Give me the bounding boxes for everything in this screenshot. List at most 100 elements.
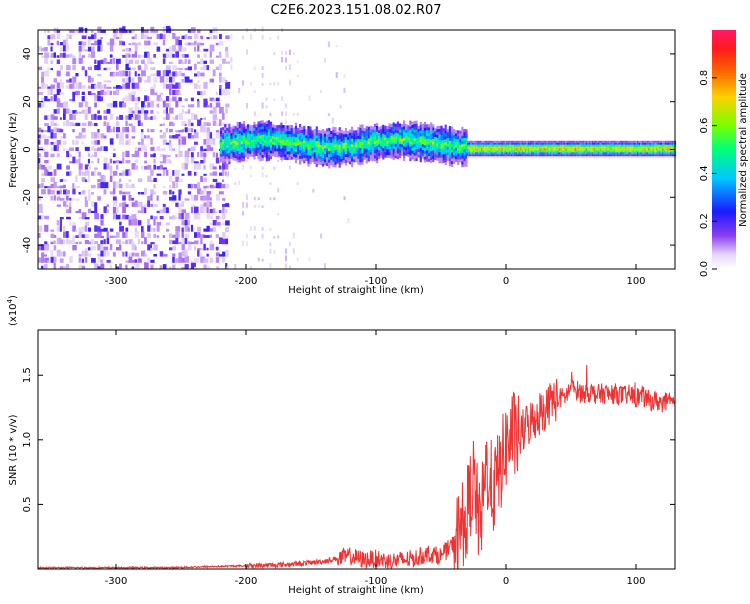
spectrogram-cell bbox=[206, 105, 210, 108]
spectrogram-cell bbox=[144, 207, 147, 214]
spectrogram-cell bbox=[584, 154, 586, 157]
spectrogram-cell bbox=[307, 126, 310, 130]
spectrogram-cell bbox=[81, 265, 86, 269]
spectrogram-cell bbox=[134, 246, 137, 251]
spectrogram-cell bbox=[91, 185, 96, 189]
spectrogram-cell bbox=[463, 151, 466, 156]
spectrogram-cell bbox=[507, 140, 510, 143]
spectrogram-cell bbox=[467, 140, 469, 143]
spectrogram-cell bbox=[249, 265, 252, 269]
spectrogram-cell bbox=[438, 145, 441, 149]
spectrogram-cell bbox=[278, 150, 281, 154]
snr-x-tick-label: 0 bbox=[503, 576, 509, 587]
spectrogram-cell bbox=[112, 160, 116, 164]
spectrogram-cell bbox=[53, 127, 58, 133]
spectrogram-cell bbox=[476, 148, 478, 151]
spectrogram-cell bbox=[527, 146, 530, 149]
spectrogram-cell bbox=[432, 141, 435, 145]
spectrogram-cell bbox=[246, 202, 248, 208]
spectrogram-cell bbox=[230, 132, 233, 137]
spectrogram-cell bbox=[513, 148, 516, 151]
spectrogram-cell bbox=[649, 146, 652, 149]
spectrogram-cell bbox=[203, 157, 206, 164]
spectrogram-cell bbox=[153, 42, 158, 46]
spectrogram-cell bbox=[141, 226, 144, 232]
spectrogram-cell bbox=[554, 146, 556, 149]
spectrogram-cell bbox=[652, 154, 655, 157]
spectrogram-cell bbox=[242, 201, 245, 208]
spectrogram-cell bbox=[332, 146, 335, 151]
spectrogram-cell bbox=[119, 202, 123, 207]
spectrogram-cell bbox=[220, 159, 223, 163]
spectrogram-cell bbox=[361, 132, 364, 137]
spectrogram-cell bbox=[668, 146, 670, 149]
spectrogram-cell bbox=[50, 153, 55, 158]
spectrogram-cell bbox=[582, 148, 584, 151]
spectrogram-cell bbox=[405, 138, 408, 142]
spectrogram-cell bbox=[440, 154, 443, 158]
spectrogram-cell bbox=[277, 235, 280, 239]
spectrogram-cell bbox=[405, 126, 408, 130]
spectrogram-cell bbox=[240, 132, 243, 136]
spectrogram-cell bbox=[671, 154, 673, 157]
spectrogram-cell bbox=[181, 251, 186, 257]
spectrogram-cell bbox=[662, 146, 664, 149]
spectrogram-cell bbox=[328, 162, 331, 166]
spectrogram-cell bbox=[535, 150, 538, 153]
spectrogram-cell bbox=[299, 141, 302, 145]
spectrogram-cell bbox=[342, 154, 345, 158]
spectrogram-cell bbox=[534, 154, 536, 157]
spectrogram-cell bbox=[220, 133, 223, 137]
spectrogram-cell bbox=[444, 124, 447, 128]
spectrogram-cell bbox=[234, 137, 237, 141]
spectrogram-cell bbox=[403, 149, 406, 153]
spectrogram-cell bbox=[474, 140, 477, 143]
spectrogram-cell bbox=[144, 64, 148, 71]
spectrogram-cell bbox=[144, 95, 148, 102]
spectrogram-cell bbox=[286, 148, 289, 152]
spectrogram-cell bbox=[394, 149, 397, 153]
spectrogram-cell bbox=[269, 124, 273, 128]
spectrogram-cell bbox=[632, 148, 634, 151]
spectrogram-cell bbox=[109, 102, 114, 108]
spectrogram-cell bbox=[131, 266, 135, 269]
spectrogram-cell bbox=[593, 152, 595, 155]
spectrogram-cell bbox=[324, 162, 327, 166]
spectrogram-cell bbox=[276, 128, 279, 132]
spectrogram-cell bbox=[66, 216, 71, 220]
spectrogram-cell bbox=[450, 152, 454, 156]
spectrogram-cell bbox=[403, 143, 406, 147]
spectrogram-cell bbox=[184, 162, 188, 170]
spectrogram-cell bbox=[309, 132, 312, 136]
spectrogram-cell bbox=[502, 144, 505, 147]
spectrogram-cell bbox=[187, 227, 190, 232]
spectrogram-cell bbox=[488, 142, 491, 145]
spectrogram-cell bbox=[398, 126, 402, 130]
spectrogram-cell bbox=[361, 150, 364, 154]
spectrogram-cell bbox=[184, 249, 188, 257]
spectrogram-cell bbox=[627, 152, 630, 155]
spectrogram-cell bbox=[165, 77, 169, 83]
spectrogram-cell bbox=[59, 42, 65, 46]
spectrogram-cell bbox=[457, 144, 460, 148]
spectrogram-cell bbox=[334, 161, 337, 165]
spectrogram-cell bbox=[56, 190, 60, 195]
spectrogram-cell bbox=[81, 141, 84, 145]
spectrogram-cell bbox=[557, 154, 560, 157]
spectrogram-cell bbox=[184, 67, 189, 71]
spectrogram-cell bbox=[313, 160, 316, 164]
spectrogram-cell bbox=[305, 155, 308, 159]
spectrogram-cell bbox=[587, 154, 589, 157]
spectrogram-cell bbox=[178, 59, 183, 64]
spectrogram-cell bbox=[50, 42, 54, 46]
spectrogram-cell bbox=[638, 146, 641, 149]
spectrogram-cell bbox=[559, 150, 561, 153]
spectrogram-cell bbox=[175, 154, 178, 158]
spectrogram-cell bbox=[94, 84, 97, 89]
spectrogram-cell bbox=[380, 137, 383, 141]
spectrogram-cell bbox=[245, 131, 248, 135]
spectrogram-cell bbox=[459, 142, 462, 146]
spectrogram-cell bbox=[453, 134, 456, 138]
spectrogram-cell bbox=[549, 148, 552, 151]
spectrogram-cell bbox=[380, 151, 383, 155]
